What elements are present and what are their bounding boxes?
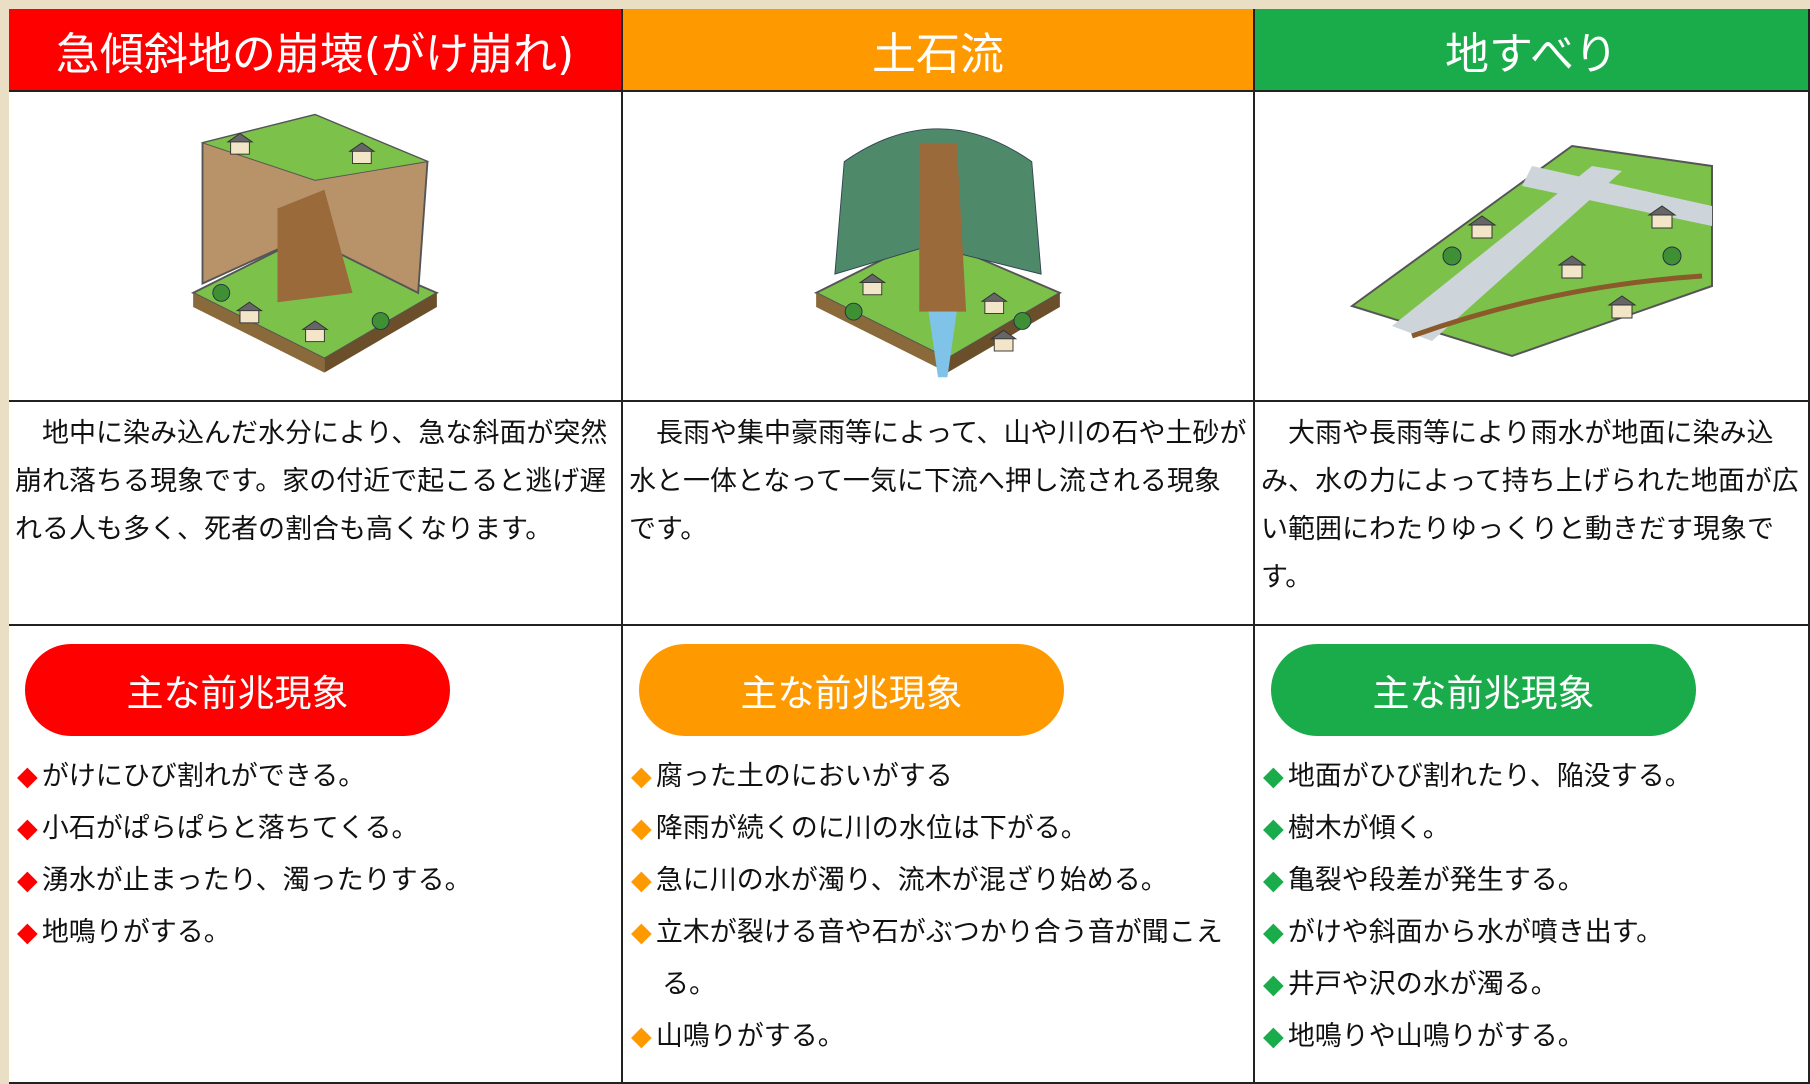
precursor-list: 地面がひび割れたり、陥没する。樹木が傾く。亀裂や段差が発生する。がけや斜面から水…	[1263, 751, 1804, 1063]
precursor-item: 急に川の水が濁り、流木が混ざり始める。	[631, 855, 1249, 907]
precursor-heading: 主な前兆現象	[639, 644, 1064, 736]
precursor-item: 小石がぱらぱらと落ちてくる。	[17, 803, 617, 855]
precursor-item: 地面がひび割れたり、陥没する。	[1263, 751, 1804, 803]
precursor-item: 地鳴りや山鳴りがする。	[1263, 1011, 1804, 1063]
precursor-item: 降雨が続くのに川の水位は下がる。	[631, 803, 1249, 855]
precursor-heading: 主な前兆現象	[1271, 644, 1696, 736]
precursor-list: 腐った土のにおいがする降雨が続くのに川の水位は下がる。急に川の水が濁り、流木が混…	[631, 751, 1249, 1063]
illustration	[623, 92, 1255, 402]
precursor-item: 山鳴りがする。	[631, 1011, 1249, 1063]
precursor-section: 主な前兆現象腐った土のにおいがする降雨が続くのに川の水位は下がる。急に川の水が濁…	[623, 626, 1255, 1084]
precursor-item: 湧水が止まったり、濁ったりする。	[17, 855, 617, 907]
precursor-item: 井戸や沢の水が濁る。	[1263, 959, 1804, 1011]
illustration	[1255, 92, 1810, 402]
precursor-heading: 主な前兆現象	[25, 644, 450, 736]
precursor-item: がけや斜面から水が噴き出す。	[1263, 907, 1804, 959]
column-title: 土石流	[623, 9, 1255, 92]
precursor-section: 主な前兆現象がけにひび割れができる。小石がぱらぱらと落ちてくる。湧水が止まったり…	[9, 626, 623, 1084]
description: 長雨や集中豪雨等によって、山や川の石や土砂が水と一体となって一気に下流へ押し流さ…	[623, 402, 1255, 626]
hazard-table: 急傾斜地の崩壊(がけ崩れ) 地中に染み込んだ水分により、急な斜面が突然崩れ落ちる現…	[9, 9, 1810, 1084]
precursor-item: がけにひび割れができる。	[17, 751, 617, 803]
precursor-item: 腐った土のにおいがする	[631, 751, 1249, 803]
precursor-item: 地鳴りがする。	[17, 907, 617, 959]
precursor-section: 主な前兆現象地面がひび割れたり、陥没する。樹木が傾く。亀裂や段差が発生する。がけ…	[1255, 626, 1810, 1084]
illustration	[9, 92, 623, 402]
precursor-item: 樹木が傾く。	[1263, 803, 1804, 855]
precursor-list: がけにひび割れができる。小石がぱらぱらと落ちてくる。湧水が止まったり、濁ったりす…	[17, 751, 617, 959]
precursor-item: 亀裂や段差が発生する。	[1263, 855, 1804, 907]
precursor-item: 立木が裂ける音や石がぶつかり合う音が聞こえる。	[631, 907, 1249, 1011]
description: 大雨や長雨等により雨水が地面に染み込み、水の力によって持ち上げられた地面が広い範…	[1255, 402, 1810, 626]
column-title: 急傾斜地の崩壊(がけ崩れ)	[9, 9, 623, 92]
description: 地中に染み込んだ水分により、急な斜面が突然崩れ落ちる現象です。家の付近で起こると…	[9, 402, 623, 626]
column-title: 地すべり	[1255, 9, 1810, 92]
